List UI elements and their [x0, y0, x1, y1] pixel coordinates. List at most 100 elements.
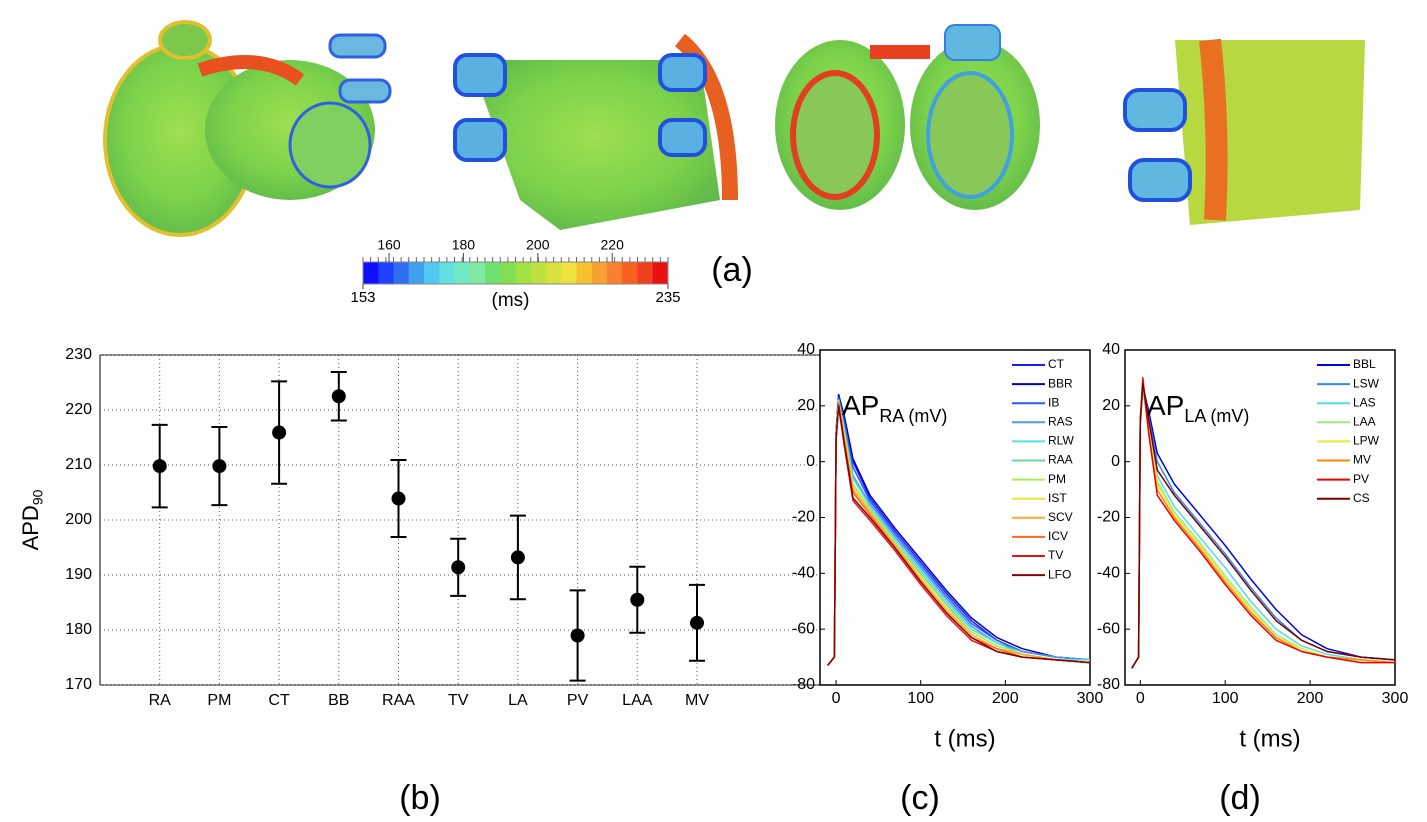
colorbar-tick-label: 160: [377, 237, 401, 253]
data-point: [212, 459, 227, 474]
colorbar-swatch: [515, 262, 532, 284]
legend-label: IST: [1048, 491, 1067, 505]
data-point: [510, 550, 525, 565]
y-tick-label: 40: [797, 341, 815, 358]
y-tick-label: 210: [65, 456, 92, 473]
x-tick-label: 200: [992, 690, 1019, 707]
legend-label: IB: [1048, 395, 1059, 409]
colorbar-swatch: [393, 262, 410, 284]
legend-label: BBL: [1353, 357, 1376, 371]
heart-view-1: [103, 20, 392, 237]
y-tick-label: -20: [792, 509, 815, 526]
panel-label: (a): [711, 251, 753, 289]
x-tick-label: 0: [832, 690, 841, 707]
legend-label: CS: [1353, 491, 1370, 505]
annotation-main: AP: [1147, 390, 1184, 421]
y-tick-label: 170: [65, 676, 92, 693]
colorbar-swatch: [652, 262, 669, 284]
heart-view-3: [775, 24, 1040, 210]
y-axis-label-sub: 90: [29, 489, 45, 505]
x-tick-label: RAA: [382, 692, 415, 709]
colorbar-tick-label: 180: [452, 237, 476, 253]
legend-label: BBR: [1048, 376, 1073, 390]
colorbar-swatch: [637, 262, 654, 284]
legend-label: LPW: [1353, 434, 1380, 448]
panel-label: (b): [399, 779, 441, 817]
colorbar-end-label: 235: [655, 289, 680, 306]
plot-frame: [1124, 349, 1396, 686]
y-tick-label: 0: [806, 453, 815, 470]
colorbar-end-label: 153: [350, 289, 375, 306]
legend-label: PV: [1353, 472, 1369, 486]
x-tick-label: LA: [508, 692, 528, 709]
x-tick-label: BB: [328, 692, 349, 709]
x-axis-label: t (ms): [1239, 725, 1300, 752]
legend-label: LFO: [1048, 567, 1071, 581]
ap-trace: [1131, 382, 1396, 669]
data-point: [451, 560, 466, 575]
y-tick-label: -20: [1097, 509, 1120, 526]
data-point: [630, 592, 645, 607]
colorbar-swatch: [561, 262, 577, 284]
colorbar-swatch: [408, 262, 425, 284]
data-point: [331, 389, 346, 404]
colorbar-swatch: [530, 262, 547, 284]
colorbar-swatch: [439, 262, 455, 284]
y-tick-label: -40: [792, 565, 815, 582]
x-tick-label: MV: [685, 692, 709, 709]
y-axis-label-main: APD: [18, 505, 43, 550]
legend-label: LAS: [1353, 395, 1376, 409]
colorbar-unit: (ms): [492, 290, 530, 311]
colorbar-tick-label: 220: [601, 237, 625, 253]
colorbar-swatch: [469, 262, 486, 284]
data-point: [272, 425, 287, 440]
x-tick-label: 200: [1297, 690, 1324, 707]
legend-label: RAS: [1048, 414, 1073, 428]
heart-renders: [103, 20, 1365, 237]
y-tick-label: -60: [1097, 620, 1120, 637]
y-tick-label: 20: [797, 397, 815, 414]
legend-label: PM: [1048, 472, 1066, 486]
y-tick-label: 40: [1102, 341, 1120, 358]
legend-label: LAA: [1353, 414, 1376, 428]
annotation-sub: RA (mV): [879, 406, 947, 426]
legend-label: RLW: [1048, 434, 1074, 448]
colorbar-tick-label: 200: [526, 237, 550, 253]
y-tick-label: -40: [1097, 565, 1120, 582]
legend-label: LSW: [1353, 376, 1380, 390]
annotation-main: AP: [842, 390, 879, 421]
legend-label: ICV: [1048, 529, 1068, 543]
y-tick-label: 220: [65, 401, 92, 418]
y-tick-label: -60: [792, 620, 815, 637]
y-tick-label: 230: [65, 346, 92, 363]
x-tick-label: 0: [1136, 690, 1145, 707]
y-tick-label: -80: [792, 676, 815, 693]
colorbar-swatch: [500, 262, 516, 284]
colorbar-swatch: [378, 262, 394, 284]
y-axis-label: APD90: [18, 489, 45, 550]
y-tick-label: 200: [65, 511, 92, 528]
panel-label: (c): [900, 779, 940, 817]
panel-label: (d): [1219, 779, 1261, 817]
legend-label: RAA: [1048, 453, 1073, 467]
y-tick-label: 180: [65, 621, 92, 638]
colorbar-swatch: [576, 262, 593, 284]
data-point: [152, 459, 167, 474]
colorbar-swatch: [607, 262, 623, 284]
x-tick-label: PV: [567, 692, 589, 709]
annotation: APRA (mV): [842, 390, 947, 425]
heart-view-4: [1123, 38, 1365, 225]
x-tick-label: 300: [1382, 690, 1409, 707]
data-point: [570, 628, 585, 643]
y-tick-label: 190: [65, 566, 92, 583]
data-point: [690, 615, 704, 630]
colorbar-swatch: [454, 262, 471, 284]
y-tick-label: 20: [1102, 397, 1120, 414]
colorbar-swatch: [546, 262, 562, 284]
annotation: APLA (mV): [1147, 390, 1249, 425]
ap-trace: [827, 405, 1091, 666]
legend-label: MV: [1353, 453, 1371, 467]
x-tick-label: TV: [448, 692, 469, 709]
